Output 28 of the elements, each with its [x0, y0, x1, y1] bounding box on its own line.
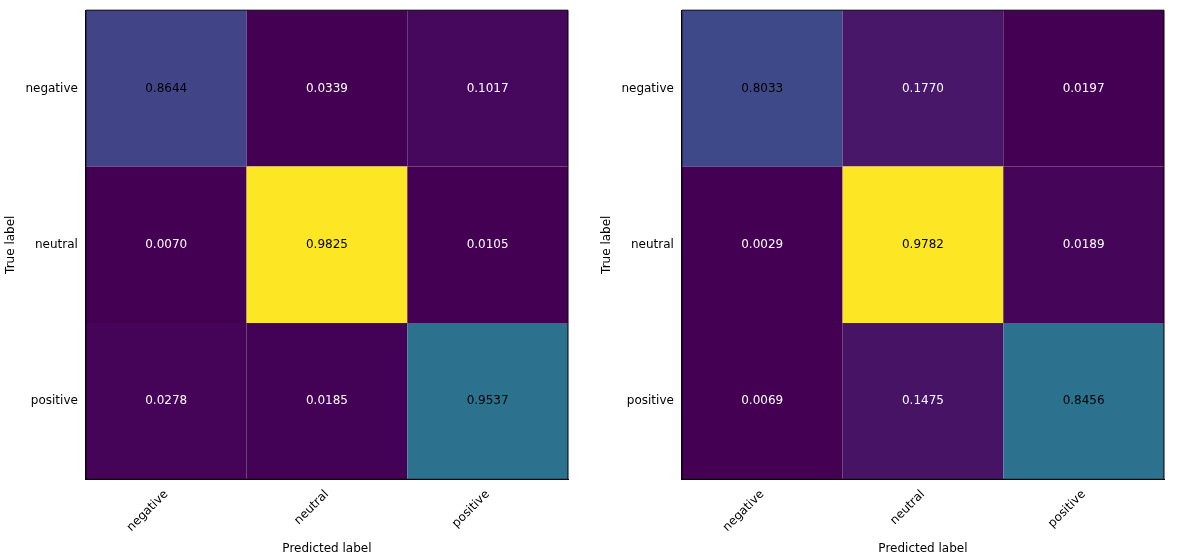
x-axis-title: Predicted label: [878, 540, 968, 555]
data-label: 0.8456: [1062, 393, 1105, 408]
y-tick-label: negative: [25, 80, 78, 95]
data-label: 0.9782: [901, 236, 944, 251]
data-label: 0.0069: [741, 393, 784, 408]
y-axis-title: True label: [599, 215, 614, 275]
y-tick-label: neutral: [34, 236, 78, 251]
data-label: 0.9825: [305, 236, 348, 251]
y-tick-label: positive: [626, 393, 674, 408]
y-axis-title: True label: [3, 215, 18, 275]
data-label: 0.0278: [145, 393, 188, 408]
data-label: 0.0185: [305, 393, 348, 408]
y-tick-label: negative: [621, 80, 674, 95]
y-tick-label: neutral: [630, 236, 674, 251]
data-label: 0.8033: [741, 80, 784, 95]
x-axis-title: Predicted label: [282, 540, 372, 555]
data-label: 0.0197: [1062, 80, 1105, 95]
data-label: 0.0105: [466, 236, 509, 251]
data-label: 0.0029: [741, 236, 784, 251]
data-label: 0.8644: [145, 80, 188, 95]
data-label: 0.1770: [901, 80, 944, 95]
data-label: 0.1017: [466, 80, 509, 95]
data-label: 0.9537: [466, 393, 509, 408]
data-label: 0.1475: [901, 393, 944, 408]
y-tick-label: positive: [30, 393, 78, 408]
data-label: 0.0070: [145, 236, 188, 251]
data-label: 0.0189: [1062, 236, 1105, 251]
data-label: 0.0339: [305, 80, 348, 95]
